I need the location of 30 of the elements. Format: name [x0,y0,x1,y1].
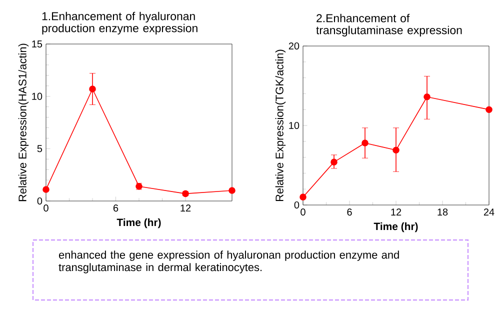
y-axis-title: Relative Expression(TGK/actin) [275,50,286,202]
x-tick-label: 0 [44,204,48,212]
x-tick-label: 24 [484,208,494,216]
text: enhanced the gene expression of hyaluronan production enzyme and transglutaminase in dermal keratinocytes. [58,250,399,274]
x-tick-label: 12 [180,204,191,212]
point [89,86,96,92]
point [392,146,400,154]
y-tick-label: 20 [288,42,300,50]
chart-title: 1.Enhancement of hyaluronan production enzyme expression [42,12,198,34]
y-tick-label: 15 [32,40,42,48]
y-tick-label: 5 [37,145,42,152]
point [486,106,492,113]
point [228,187,236,194]
y-axis-title: Relative Expression(HAS1/actin) [18,44,29,202]
x-tick-label: 6 [113,204,118,212]
x-tick-label: 12 [391,208,402,216]
point [362,140,368,146]
y-tick-label: 0 [37,197,42,205]
x-axis-title: Time (hr) [116,218,161,228]
y-tick-label: 10 [289,122,300,130]
x-tick-label: 0 [300,208,306,216]
point [424,93,430,100]
y-tick-label: 10 [32,92,42,100]
x-tick-label: 6 [347,208,352,216]
point [42,186,50,193]
point [300,194,306,200]
x-axis-title: Time (hr) [374,222,418,232]
chart-title: 2.Enhancement of transglutaminase expression [316,14,462,36]
x-tick-label: 18 [438,208,448,216]
point [330,158,338,166]
